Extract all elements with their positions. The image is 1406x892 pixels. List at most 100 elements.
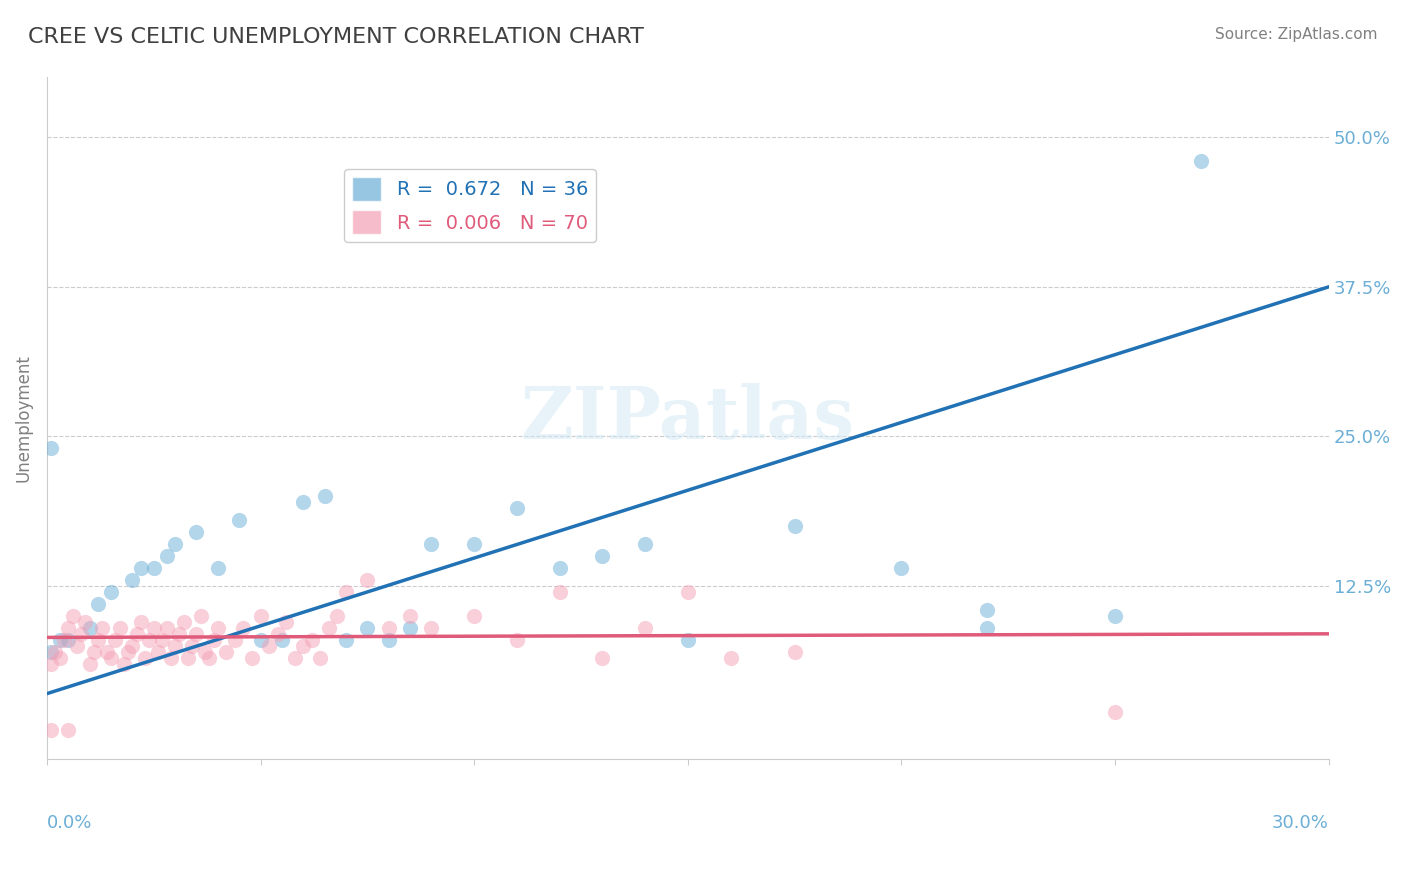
Point xyxy=(356,573,378,587)
Point xyxy=(44,645,66,659)
Point xyxy=(129,615,152,629)
Point xyxy=(326,608,349,623)
Point xyxy=(301,632,323,647)
Point xyxy=(159,650,181,665)
Point xyxy=(150,632,173,647)
Point xyxy=(125,627,148,641)
Point xyxy=(142,561,165,575)
Text: ZIPatlas: ZIPatlas xyxy=(520,383,855,454)
Point xyxy=(240,650,263,665)
Text: 0.0%: 0.0% xyxy=(46,814,93,832)
Point xyxy=(548,585,571,599)
Point xyxy=(232,621,254,635)
Point xyxy=(39,442,62,456)
Point xyxy=(112,657,135,671)
Point xyxy=(976,621,998,635)
Point xyxy=(266,627,288,641)
Point xyxy=(190,608,212,623)
Point xyxy=(173,615,195,629)
Point xyxy=(976,603,998,617)
Point xyxy=(377,621,399,635)
Point xyxy=(121,639,143,653)
Point xyxy=(39,657,62,671)
Point xyxy=(1104,608,1126,623)
Point xyxy=(146,645,169,659)
Point xyxy=(39,723,62,737)
Point xyxy=(276,615,298,629)
Y-axis label: Unemployment: Unemployment xyxy=(15,354,32,483)
Point xyxy=(783,519,806,533)
Point xyxy=(783,645,806,659)
Point xyxy=(335,585,357,599)
Point xyxy=(155,549,177,563)
Point xyxy=(129,561,152,575)
Point xyxy=(66,639,89,653)
Point xyxy=(228,513,250,527)
Point xyxy=(87,597,110,611)
Point xyxy=(309,650,332,665)
Point xyxy=(420,537,443,551)
Point xyxy=(58,723,80,737)
Point xyxy=(249,608,271,623)
Point xyxy=(108,621,131,635)
Point xyxy=(155,621,177,635)
Point xyxy=(58,621,80,635)
Point xyxy=(292,639,315,653)
Point xyxy=(399,621,422,635)
Point xyxy=(58,632,80,647)
Point xyxy=(117,645,139,659)
Point xyxy=(257,639,280,653)
Point xyxy=(39,645,62,659)
Point xyxy=(48,632,70,647)
Point xyxy=(506,501,529,516)
Point xyxy=(356,621,378,635)
Point xyxy=(634,621,657,635)
Point xyxy=(284,650,307,665)
Point xyxy=(292,495,315,509)
Point xyxy=(186,627,208,641)
Point xyxy=(1104,705,1126,719)
Point xyxy=(224,632,246,647)
Point xyxy=(591,650,613,665)
Point xyxy=(79,621,101,635)
Point xyxy=(202,632,225,647)
Point xyxy=(142,621,165,635)
Point xyxy=(104,632,127,647)
Point xyxy=(420,621,443,635)
Point xyxy=(463,537,485,551)
Point xyxy=(249,632,271,647)
Point xyxy=(48,650,70,665)
Point xyxy=(676,632,699,647)
Point xyxy=(207,621,229,635)
Point xyxy=(53,632,76,647)
Point xyxy=(62,608,84,623)
Point xyxy=(75,615,97,629)
Point xyxy=(890,561,912,575)
Point xyxy=(506,632,529,647)
Point xyxy=(198,650,221,665)
Point xyxy=(318,621,340,635)
Point xyxy=(83,645,105,659)
Point xyxy=(215,645,238,659)
Point xyxy=(121,573,143,587)
Point xyxy=(165,639,187,653)
Point xyxy=(676,585,699,599)
Point xyxy=(720,650,742,665)
Point xyxy=(138,632,160,647)
Point xyxy=(463,608,485,623)
Point xyxy=(377,632,399,647)
Point xyxy=(634,537,657,551)
Point xyxy=(1189,154,1212,169)
Point xyxy=(181,639,204,653)
Point xyxy=(91,621,114,635)
Point xyxy=(591,549,613,563)
Point xyxy=(186,525,208,540)
Point xyxy=(314,489,336,503)
Point xyxy=(87,632,110,647)
Point xyxy=(207,561,229,575)
Text: CREE VS CELTIC UNEMPLOYMENT CORRELATION CHART: CREE VS CELTIC UNEMPLOYMENT CORRELATION … xyxy=(28,27,644,46)
Legend: R =  0.672   N = 36, R =  0.006   N = 70: R = 0.672 N = 36, R = 0.006 N = 70 xyxy=(344,169,596,242)
Text: 30.0%: 30.0% xyxy=(1272,814,1329,832)
Point xyxy=(100,585,122,599)
Point xyxy=(165,537,187,551)
